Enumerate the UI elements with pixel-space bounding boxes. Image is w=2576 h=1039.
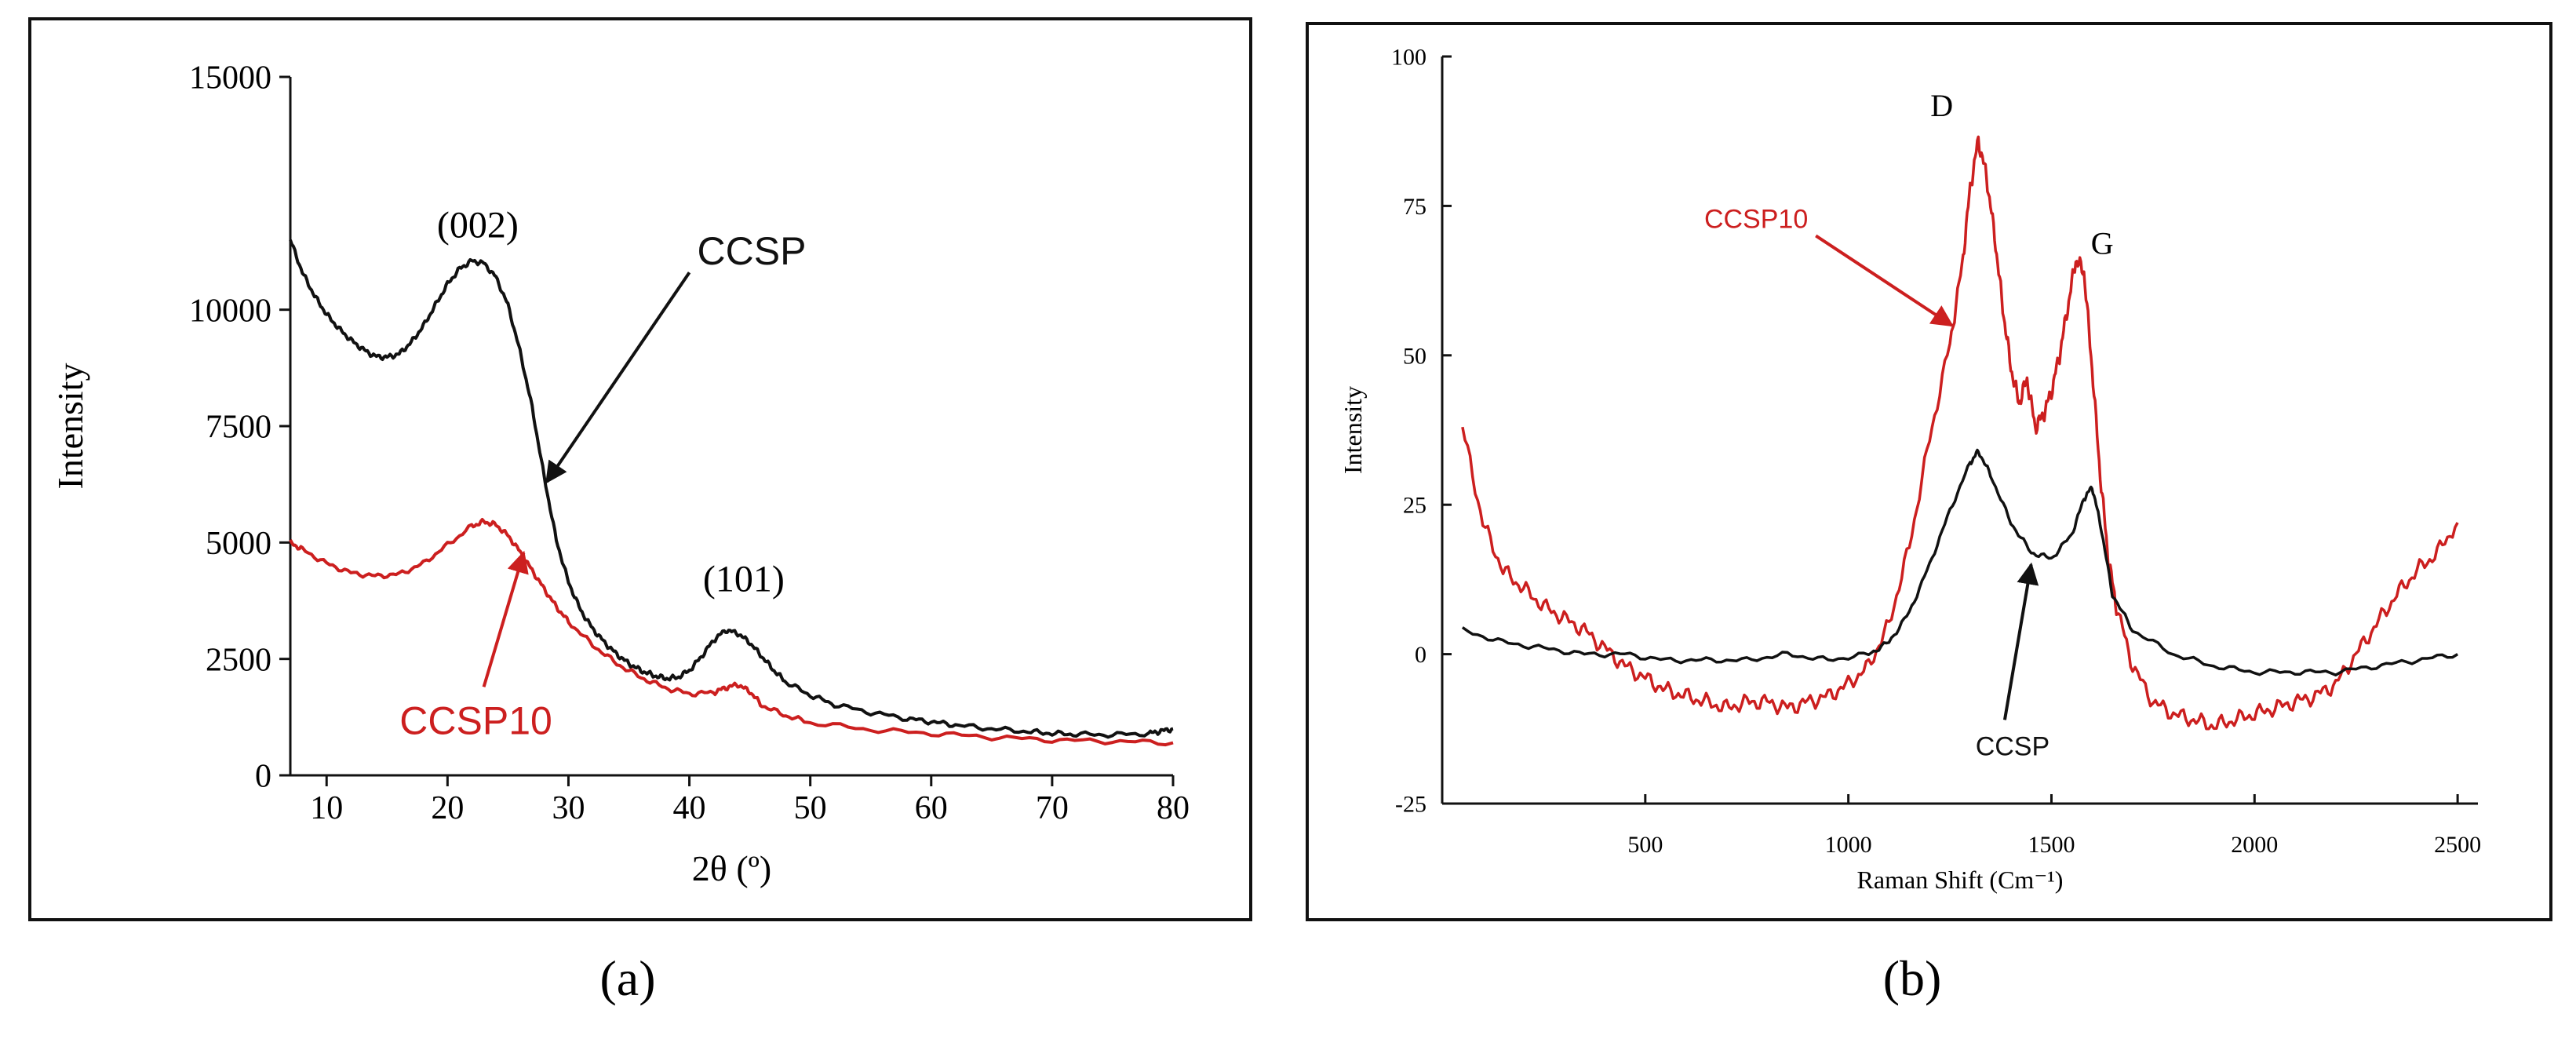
x-tick-label: 80 <box>1157 790 1190 826</box>
x-tick-label: 30 <box>552 790 585 826</box>
y-tick-label: 75 <box>1403 194 1426 220</box>
panel-b-caption: (b) <box>1883 950 1942 1006</box>
series-line-ccsp <box>289 239 1174 739</box>
x-tick-label: 20 <box>431 790 464 826</box>
x-tick-label: 500 <box>1627 832 1663 858</box>
leader-arrow-ccsp <box>2002 562 2039 720</box>
y-tick-label: 50 <box>1403 343 1426 369</box>
x-tick-label: 2000 <box>2231 832 2278 858</box>
panel-a: 0 2500 5000 7500 10000 15000 10 20 30 40 50 60 70 80 2… <box>28 17 1252 1006</box>
peak-annotation: G <box>2091 225 2114 261</box>
x-axis-label: 2θ (º) <box>692 848 771 888</box>
series-label-ccsp10: CCSP10 <box>399 698 552 742</box>
series-label-ccsp10: CCSP10 <box>1704 204 1808 234</box>
y-tick-label: 15000 <box>189 60 271 97</box>
y-tick-label: 5000 <box>206 526 271 562</box>
x-axis-label: Raman Shift (Cm⁻¹) <box>1857 866 2064 894</box>
x-tick-label: 70 <box>1036 790 1069 826</box>
y-tick-label: 0 <box>255 759 271 795</box>
y-tick-label: 100 <box>1391 45 1426 71</box>
peak-annotation: (002) <box>437 205 519 246</box>
y-tick-label: 7500 <box>206 410 271 446</box>
series-line-ccsp <box>1461 448 2459 676</box>
x-tick-label: 2500 <box>2434 832 2481 858</box>
panel-a-caption: (a) <box>599 950 655 1006</box>
x-tick-label: 1500 <box>2028 832 2075 858</box>
panel-a-frame <box>28 17 1252 921</box>
x-tick-label: 50 <box>794 790 827 826</box>
x-tick-label: 60 <box>915 790 948 826</box>
y-tick-label: 2500 <box>206 642 271 678</box>
y-axis-label: Intensity <box>50 363 90 490</box>
panel-b-frame <box>1306 22 2552 921</box>
panel-b: -25 0 25 50 75 100 500 1000 1500 2000 2500 Raman Sh… <box>1306 22 2552 1006</box>
leader-arrow-ccsp10 <box>1815 234 1954 327</box>
y-tick-label: 10000 <box>189 293 271 329</box>
y-tick-label: -25 <box>1395 792 1426 818</box>
series-label-ccsp: CCSP <box>1976 731 2050 761</box>
series-label-ccsp: CCSP <box>698 229 807 273</box>
x-tick-label: 40 <box>673 790 706 826</box>
x-tick-label: 1000 <box>1825 832 1872 858</box>
panel-b-plot: -25 0 25 50 75 100 500 1000 1500 2000 2500 Raman Sh… <box>1339 45 2481 895</box>
peak-annotation: D <box>1930 88 1953 123</box>
y-tick-label: 0 <box>1415 642 1426 668</box>
leader-arrow-ccsp <box>545 272 691 484</box>
y-axis-label: Intensity <box>1339 386 1367 474</box>
series-line-ccsp10 <box>1461 135 2459 731</box>
peak-annotation: (101) <box>703 559 785 600</box>
series-line-ccsp10 <box>289 518 1174 747</box>
x-tick-label: 10 <box>310 790 343 826</box>
y-tick-label: 25 <box>1403 493 1426 519</box>
panel-a-plot: 0 2500 5000 7500 10000 15000 10 20 30 40 50 60 70 80 2… <box>50 60 1190 888</box>
leader-arrow-ccsp10 <box>482 550 529 687</box>
